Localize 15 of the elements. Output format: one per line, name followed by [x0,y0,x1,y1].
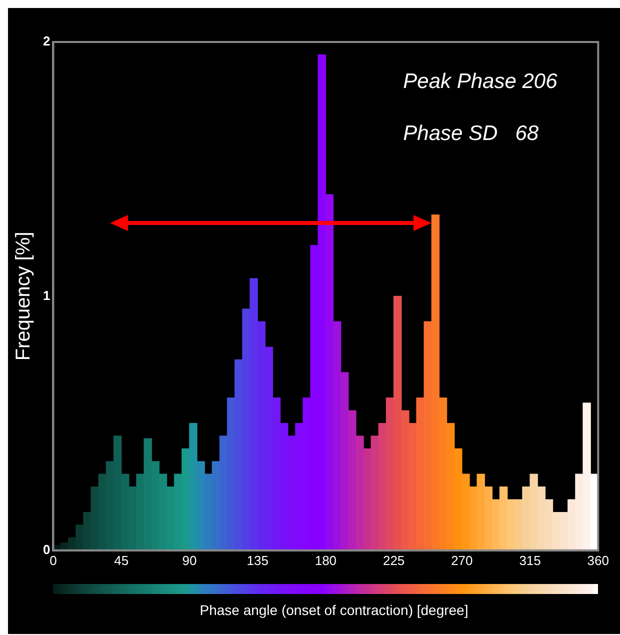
x-tick-label: 45 [114,552,129,568]
x-tick-label: 360 [587,552,610,568]
x-tick-label: 180 [314,552,337,568]
y-tick-label: 2 [42,34,50,49]
y-tick-label: 0 [42,542,50,557]
annotation: Phase SD 68 [403,122,539,145]
x-tick-label: 135 [246,552,268,568]
annotation: Peak Phase 206 [403,70,558,93]
x-tick-label: 270 [451,552,473,568]
x-axis-title: Phase angle (onset of contraction) [degree] [198,602,470,618]
x-tick-label: 315 [519,552,541,568]
y-axis-title: Frequency [%] [12,232,35,361]
x-tick-label: 90 [182,552,197,568]
x-tick-label: 225 [382,552,405,568]
y-tick-label: 1 [42,288,50,303]
